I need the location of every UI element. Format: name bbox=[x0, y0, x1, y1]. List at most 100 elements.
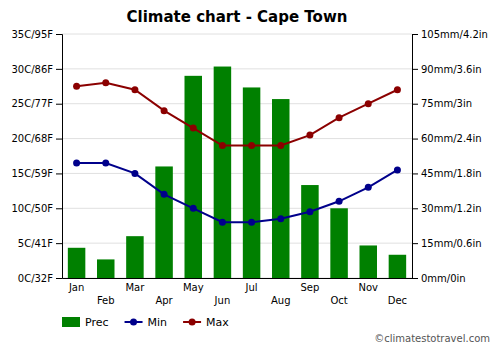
legend: Prec Min Max bbox=[62, 316, 229, 329]
tick: 15C/59F bbox=[11, 168, 62, 179]
legend-swatch bbox=[62, 317, 80, 327]
tick: Dec bbox=[388, 295, 407, 306]
x-axis: Jan Feb Mar Apr May Jun Jul Aug Sep Oct Nov Dec bbox=[63, 279, 413, 307]
tick: 10C/50F bbox=[11, 203, 62, 214]
tick: 0mm/0in bbox=[412, 273, 466, 284]
tick-mark bbox=[56, 243, 62, 244]
annotation: ©climatestotravel.com bbox=[374, 333, 490, 344]
marker bbox=[219, 219, 226, 226]
tick: 0C/32F bbox=[18, 273, 62, 284]
tick-mark bbox=[412, 69, 418, 70]
marker bbox=[219, 142, 226, 149]
tick: 5C/41F bbox=[18, 238, 62, 249]
line-series bbox=[73, 159, 401, 225]
marker bbox=[336, 114, 343, 121]
tick-label: 25C/77F bbox=[11, 98, 53, 109]
line bbox=[77, 163, 398, 222]
line bbox=[77, 83, 398, 146]
tick-label: Mar bbox=[125, 282, 145, 293]
bar bbox=[214, 67, 232, 278]
marker bbox=[131, 170, 138, 177]
tick-label: 30mm/1.2in bbox=[421, 203, 482, 214]
tick: Oct bbox=[330, 295, 347, 306]
bar bbox=[301, 185, 319, 278]
tick-mark bbox=[56, 34, 62, 35]
tick-label: 35C/95F bbox=[11, 29, 53, 40]
tick: 35C/95F bbox=[11, 29, 62, 40]
tick: 90mm/3.6in bbox=[412, 64, 482, 75]
tick-label: Sep bbox=[300, 282, 319, 293]
tick-mark bbox=[56, 69, 62, 70]
legend-marker bbox=[189, 319, 196, 326]
grid-line bbox=[62, 173, 412, 174]
tick-label: Oct bbox=[330, 295, 347, 306]
marker bbox=[248, 219, 255, 226]
tick-label: 75mm/3in bbox=[421, 98, 472, 109]
tick-label: Feb bbox=[97, 295, 115, 306]
grid-line bbox=[62, 34, 412, 35]
tick: 60mm/2.4in bbox=[412, 133, 482, 144]
legend-item: Prec bbox=[62, 316, 109, 329]
tick-mark bbox=[412, 278, 418, 279]
bar bbox=[330, 208, 348, 278]
tick: 105mm/4.2in bbox=[412, 29, 488, 40]
tick: 45mm/1.8in bbox=[412, 168, 482, 179]
tick-label: 30C/86F bbox=[11, 64, 53, 75]
tick-mark bbox=[412, 34, 418, 35]
tick-label: Aug bbox=[271, 295, 291, 306]
tick: 30C/86F bbox=[11, 64, 62, 75]
marker bbox=[102, 79, 109, 86]
axis-line bbox=[63, 278, 413, 279]
marker bbox=[161, 191, 168, 198]
tick-label: Jun bbox=[214, 295, 231, 306]
tick-mark bbox=[412, 208, 418, 209]
marker bbox=[306, 208, 313, 215]
tick-mark bbox=[56, 173, 62, 174]
marker bbox=[248, 142, 255, 149]
marker bbox=[190, 125, 197, 132]
tick: Sep bbox=[300, 282, 319, 293]
marker bbox=[336, 198, 343, 205]
tick-label: Dec bbox=[388, 295, 407, 306]
grid-line bbox=[62, 138, 412, 139]
bar bbox=[185, 76, 203, 278]
marker bbox=[365, 100, 372, 107]
axis-line bbox=[413, 35, 419, 279]
tick-label: Apr bbox=[155, 295, 173, 306]
tick: Nov bbox=[358, 282, 378, 293]
marker bbox=[394, 166, 401, 173]
tick-label: Jan bbox=[68, 282, 84, 293]
plot: 0C/32F 5C/41F 10C/50F 15C/59F 20C/68F 25C/77F… bbox=[11, 29, 488, 306]
bar bbox=[155, 166, 173, 278]
tick: 25C/77F bbox=[11, 98, 62, 109]
tick: Jun bbox=[214, 295, 231, 306]
tick-label: 0mm/0in bbox=[421, 273, 466, 284]
bar bbox=[68, 248, 86, 278]
tick-label: Nov bbox=[358, 282, 378, 293]
line-series bbox=[73, 79, 401, 149]
marker bbox=[190, 205, 197, 212]
tick-label: 10C/50F bbox=[11, 203, 53, 214]
tick: Mar bbox=[125, 282, 145, 293]
grid-line bbox=[62, 208, 412, 209]
legend-item: Max bbox=[183, 316, 229, 329]
grid bbox=[62, 34, 412, 278]
bar bbox=[97, 259, 115, 278]
marker bbox=[73, 159, 80, 166]
tick-label: 15mm/0.6in bbox=[421, 238, 482, 249]
tick: May bbox=[183, 282, 204, 293]
y-axis: 0C/32F 5C/41F 10C/50F 15C/59F 20C/68F 25C/77F… bbox=[11, 29, 62, 284]
tick-mark bbox=[56, 139, 62, 140]
tick: Apr bbox=[155, 295, 173, 306]
tick: Feb bbox=[97, 295, 115, 306]
legend-label: Prec bbox=[85, 316, 109, 329]
tick-label: 15C/59F bbox=[11, 168, 53, 179]
legend-marker bbox=[130, 319, 137, 326]
tick: Jul bbox=[245, 282, 258, 293]
tick-label: 0C/32F bbox=[18, 273, 53, 284]
tick-label: 20C/68F bbox=[11, 133, 53, 144]
grid-line bbox=[62, 243, 412, 244]
legend-label: Max bbox=[206, 316, 229, 329]
legend-label: Min bbox=[148, 316, 168, 329]
chart: 0C/32F 5C/41F 10C/50F 15C/59F 20C/68F 25C/77F… bbox=[0, 0, 500, 350]
